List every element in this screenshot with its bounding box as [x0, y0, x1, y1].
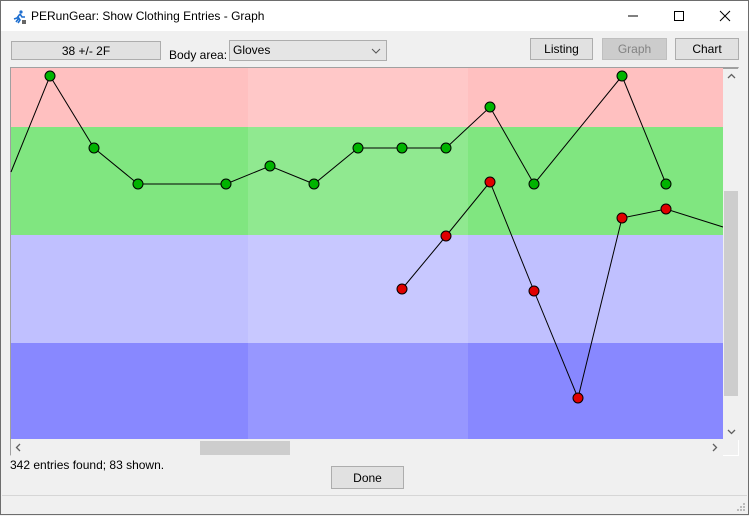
listing-button[interactable]: Listing — [530, 38, 593, 60]
temperature-label: 38 +/- 2F — [61, 43, 111, 58]
close-icon — [719, 10, 731, 22]
minimize-icon — [628, 15, 638, 17]
chart-label: Chart — [692, 42, 722, 56]
body-area-value: Gloves — [233, 43, 271, 57]
green-series-point[interactable] — [528, 178, 540, 190]
green-series-line — [10, 74, 667, 185]
horizontal-scrollbar[interactable] — [11, 439, 723, 456]
body-area-select[interactable]: Gloves — [229, 40, 387, 61]
window-title: PERunGear: Show Clothing Entries - Graph — [31, 9, 265, 23]
red-series-point[interactable] — [528, 285, 540, 297]
green-series-point[interactable] — [616, 70, 628, 82]
scroll-right-icon[interactable] — [711, 443, 718, 452]
green-series-point[interactable] — [44, 70, 56, 82]
green-series-point[interactable] — [440, 142, 452, 154]
red-series-point[interactable] — [616, 212, 628, 224]
close-button[interactable] — [702, 1, 748, 31]
horizontal-scroll-thumb[interactable] — [200, 441, 290, 455]
title-bar[interactable]: PERunGear: Show Clothing Entries - Graph — [1, 1, 748, 31]
green-series-point[interactable] — [220, 178, 232, 190]
chart-button[interactable]: Chart — [675, 38, 739, 60]
vertical-scrollbar[interactable] — [723, 69, 739, 440]
green-series-point[interactable] — [88, 142, 100, 154]
done-label: Done — [353, 470, 382, 485]
red-series-point[interactable] — [572, 392, 584, 404]
green-series-point[interactable] — [396, 142, 408, 154]
band-2 — [11, 127, 723, 235]
chevron-down-icon — [371, 48, 381, 54]
status-text: 342 entries found; 83 shown. — [10, 458, 165, 472]
red-series-point[interactable] — [484, 176, 496, 188]
temperature-button[interactable]: 38 +/- 2F — [11, 41, 161, 60]
graph-button: Graph — [602, 38, 667, 60]
scroll-up-icon[interactable] — [727, 73, 736, 80]
graph-label: Graph — [617, 42, 652, 56]
band-4 — [11, 343, 723, 439]
red-series-point[interactable] — [660, 203, 672, 215]
scroll-down-icon[interactable] — [727, 428, 736, 435]
green-series-point[interactable] — [484, 101, 496, 113]
scroll-left-icon[interactable] — [15, 443, 22, 452]
red-series-line — [401, 181, 724, 400]
done-button[interactable]: Done — [331, 466, 404, 489]
listing-label: Listing — [544, 42, 579, 56]
red-series-point[interactable] — [440, 230, 452, 242]
column-highlight — [248, 68, 468, 439]
green-series-point[interactable] — [352, 142, 364, 154]
minimize-button[interactable] — [610, 1, 656, 31]
green-series-point[interactable] — [308, 178, 320, 190]
runner-icon — [13, 10, 26, 24]
green-series-point[interactable] — [264, 160, 276, 172]
body-area-label: Body area: — [169, 48, 228, 62]
vertical-scroll-thumb[interactable] — [724, 191, 738, 396]
resize-grip-icon[interactable] — [736, 502, 746, 512]
red-series-point[interactable] — [396, 283, 408, 295]
maximize-icon — [674, 11, 684, 21]
status-separator — [2, 495, 747, 496]
green-series-point[interactable] — [132, 178, 144, 190]
green-series-point[interactable] — [660, 178, 672, 190]
maximize-button[interactable] — [656, 1, 702, 31]
